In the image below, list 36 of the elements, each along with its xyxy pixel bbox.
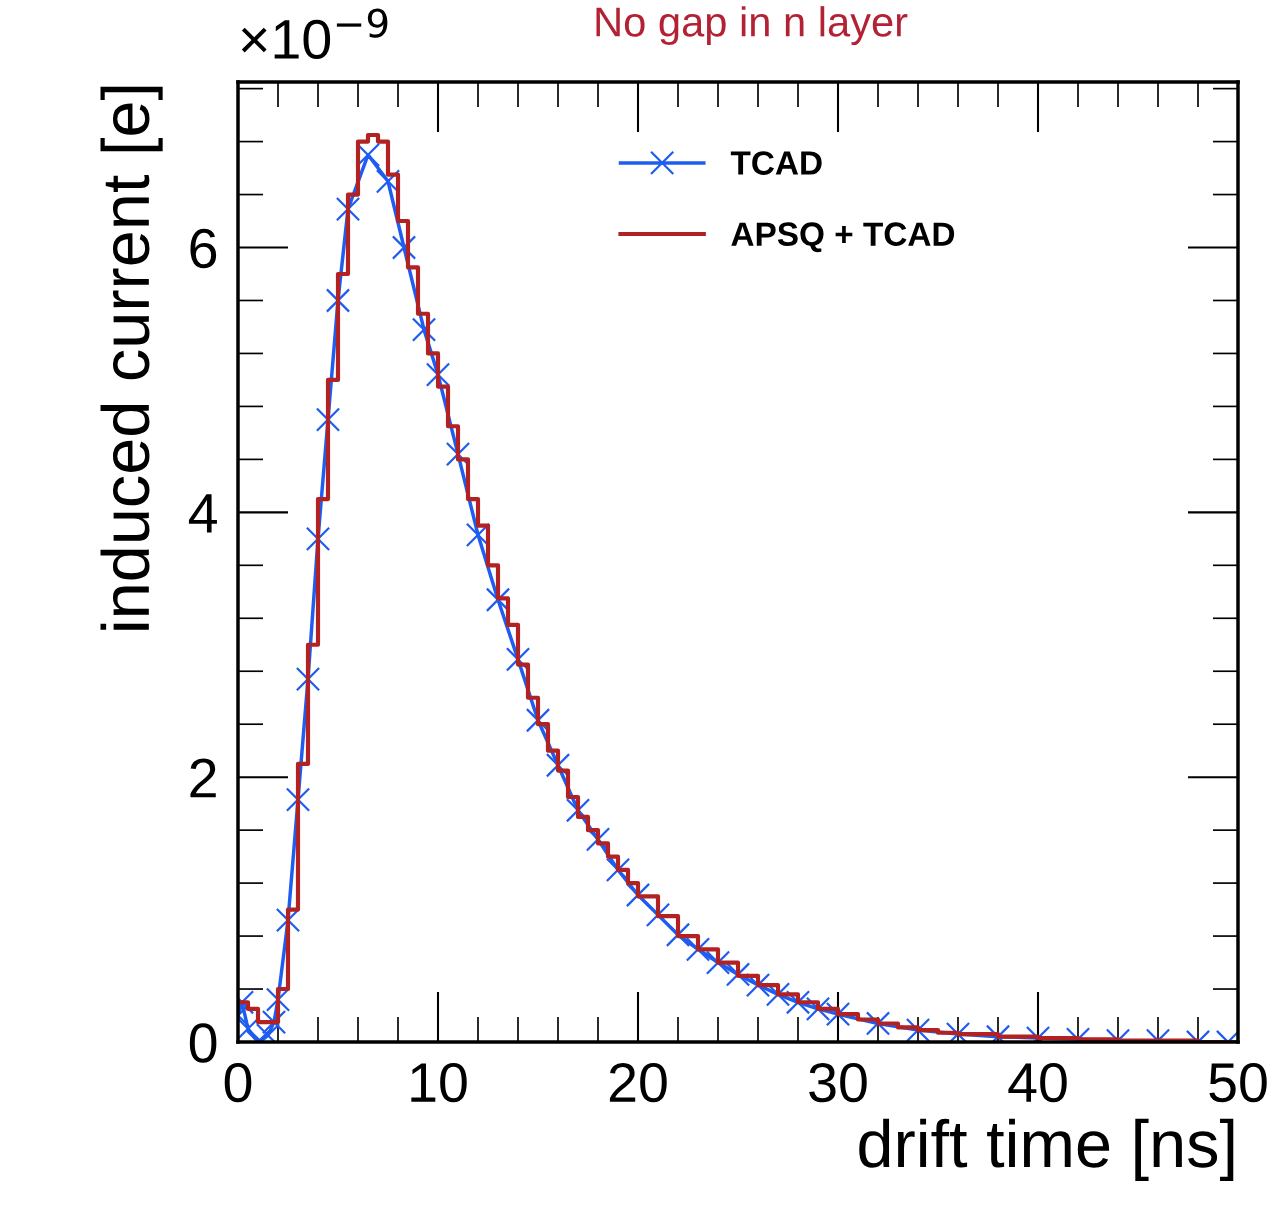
point [265, 987, 291, 1012]
x-tick-label: 50 [1209, 1062, 1267, 1103]
point [505, 647, 531, 672]
legend-label: TCAD [730, 151, 822, 175]
x-tick-label: 0 [224, 1062, 252, 1103]
y-tick-label: 6 [190, 228, 217, 269]
chart-title: No gap in n layer [596, 6, 908, 45]
text: ×10$^{−9}$ [241, 8, 388, 60]
point [445, 441, 471, 467]
point [585, 827, 611, 852]
x-axis-title: drift time [ns] [859, 1118, 1234, 1181]
point [261, 1009, 287, 1035]
point [275, 907, 301, 933]
x-tick-label: 40 [1008, 1062, 1067, 1103]
point [315, 407, 341, 432]
point [465, 522, 491, 548]
point [335, 196, 361, 222]
point [325, 288, 351, 313]
point [525, 708, 551, 733]
legend-label: APSQ + TCAD [731, 222, 955, 253]
point [391, 235, 417, 260]
y-tick-label: 2 [190, 758, 216, 798]
point [295, 666, 321, 692]
point [425, 362, 451, 387]
point [545, 753, 571, 778]
y-tick-label: 0 [189, 1023, 217, 1063]
point [565, 798, 591, 823]
point [285, 787, 311, 812]
x-tick-label: 30 [809, 1062, 867, 1103]
point [411, 317, 437, 342]
x-tick-label: 20 [609, 1062, 667, 1103]
point [305, 526, 331, 552]
y-tick-label: 4 [188, 494, 217, 533]
x-tick-label: 10 [411, 1062, 467, 1103]
y-axis-title: induced current [e] [100, 86, 163, 630]
point [375, 169, 401, 194]
